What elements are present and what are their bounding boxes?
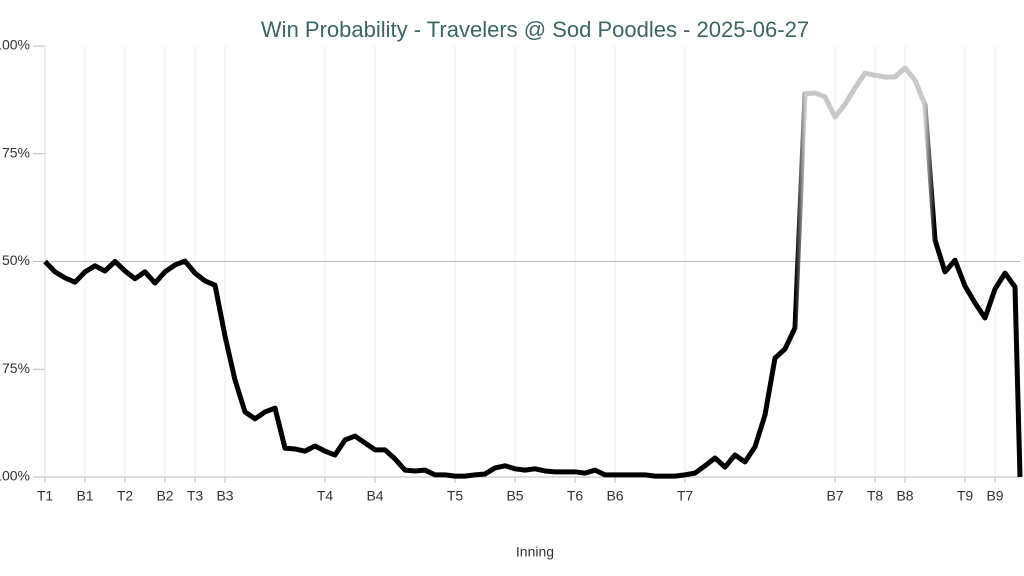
- x-tick-label: B6: [606, 488, 623, 504]
- y-tick-label: 100%: [0, 37, 30, 53]
- x-tick-label: B7: [826, 488, 843, 504]
- x-tick-label: T3: [187, 488, 204, 504]
- x-tick-label: B4: [366, 488, 383, 504]
- x-tick-label: T2: [117, 488, 134, 504]
- y-tick-label: 50%: [2, 252, 30, 268]
- win-probability-line: [43, 65, 1023, 479]
- x-tick-label: B3: [216, 488, 233, 504]
- x-tick-label: B5: [506, 488, 523, 504]
- x-tick-label: B2: [156, 488, 173, 504]
- x-tick-label: T7: [677, 488, 694, 504]
- x-tick-label: T5: [447, 488, 464, 504]
- x-tick-label: T1: [37, 488, 54, 504]
- chart-title: Win Probability - Travelers @ Sod Poodle…: [261, 17, 809, 42]
- x-tick-label: B1: [76, 488, 93, 504]
- y-tick-label: 75%: [2, 360, 30, 376]
- y-tick-label: 100%: [0, 468, 30, 484]
- x-axis-label: Inning: [516, 544, 554, 560]
- x-tick-label: T9: [957, 488, 974, 504]
- y-tick-label: 75%: [2, 144, 30, 160]
- x-tick-label: T8: [867, 488, 884, 504]
- x-tick-label: B9: [986, 488, 1003, 504]
- x-tick-label: B8: [896, 488, 913, 504]
- x-tick-label: T6: [567, 488, 584, 504]
- x-tick-label: T4: [317, 488, 334, 504]
